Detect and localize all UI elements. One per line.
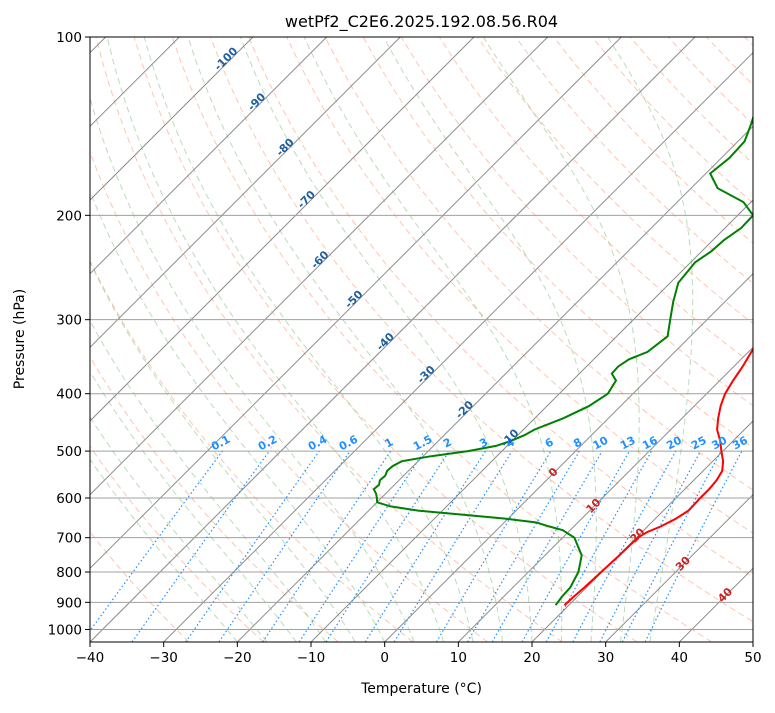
isotherm-label: -80 bbox=[274, 135, 297, 158]
moist-adiabat bbox=[0, 37, 237, 642]
mixing-ratio-line bbox=[365, 451, 485, 642]
mixing-ratio-line bbox=[600, 451, 701, 642]
dry-adiabat-label: 10 bbox=[584, 496, 604, 516]
isotherm-label: -70 bbox=[295, 188, 318, 211]
isotherm bbox=[0, 37, 400, 642]
y-tick-label: 700 bbox=[56, 531, 82, 547]
x-tick-label: −30 bbox=[149, 650, 178, 666]
moist-adiabat bbox=[608, 37, 693, 642]
mixing-ratio-line bbox=[546, 451, 651, 642]
y-tick-label: 600 bbox=[56, 491, 82, 507]
y-tick-label: 200 bbox=[56, 208, 82, 224]
y-tick-label: 1000 bbox=[48, 622, 82, 638]
moist-adiabat bbox=[304, 37, 561, 642]
mixing-ratio-line bbox=[82, 451, 223, 642]
data-lines bbox=[374, 37, 775, 605]
dry-adiabat bbox=[20, 37, 413, 642]
mixing-ratio-label: 30 bbox=[710, 434, 730, 453]
dry-adiabat-label: 0 bbox=[546, 465, 561, 480]
chart-title: wetPf2_C2E6.2025.192.08.56.R04 bbox=[285, 12, 558, 32]
mixing-ratio-label: 13 bbox=[618, 434, 638, 453]
dry-adiabat bbox=[0, 37, 189, 642]
x-tick-label: −10 bbox=[297, 650, 326, 666]
moist-adiabat bbox=[188, 37, 503, 642]
dry-adiabat bbox=[58, 37, 488, 642]
x-tick-label: 20 bbox=[523, 650, 540, 666]
isotherm bbox=[679, 37, 775, 642]
x-tick-label: −40 bbox=[76, 650, 105, 666]
moist-adiabat bbox=[483, 37, 639, 642]
x-tick-label: 30 bbox=[597, 650, 614, 666]
isotherm-label: -100 bbox=[212, 44, 241, 73]
isotherm-label: -40 bbox=[374, 330, 397, 353]
isotherm bbox=[458, 37, 775, 642]
isotherm-label: -30 bbox=[415, 363, 438, 386]
y-tick-label: 300 bbox=[56, 313, 82, 329]
isotherm bbox=[164, 37, 769, 642]
mixing-ratio-line bbox=[573, 451, 676, 642]
dry-adiabat bbox=[516, 37, 775, 642]
isotherm-label: -20 bbox=[453, 398, 476, 421]
isotherm-label: -60 bbox=[308, 248, 331, 271]
dry-adiabat bbox=[0, 37, 264, 642]
x-tick-label: 0 bbox=[380, 650, 389, 666]
x-axis-title: Temperature (°C) bbox=[360, 681, 482, 697]
mixing-ratio-label: 0.4 bbox=[306, 433, 330, 454]
y-axis-title: Pressure (hPa) bbox=[12, 289, 28, 389]
mixing-ratio-label: 0.1 bbox=[209, 433, 232, 454]
dewpoint-profile bbox=[374, 37, 775, 605]
y-tick-label: 500 bbox=[56, 444, 82, 460]
mixing-ratio-line bbox=[522, 451, 629, 642]
mixing-ratio-label: 25 bbox=[689, 434, 709, 453]
moist-adiabat bbox=[23, 37, 356, 642]
mixing-ratio-label: 8 bbox=[571, 435, 584, 450]
mixing-ratio-line bbox=[219, 451, 350, 642]
mixing-ratio-label: 10 bbox=[591, 434, 611, 453]
mixing-ratio-label: 1.5 bbox=[411, 433, 434, 454]
plot-frame bbox=[90, 37, 753, 642]
dry-adiabat bbox=[668, 37, 775, 642]
mixing-ratio-label: 0.2 bbox=[256, 433, 279, 454]
isotherm bbox=[16, 37, 621, 642]
x-tick-label: −20 bbox=[223, 650, 252, 666]
dry-adiabat bbox=[707, 37, 775, 642]
mixing-ratio-label: 16 bbox=[640, 434, 660, 453]
isotherm-label: -90 bbox=[245, 90, 268, 113]
mixing-ratio-line bbox=[299, 451, 424, 642]
x-tick-label: 10 bbox=[450, 650, 467, 666]
y-tick-label: 400 bbox=[56, 387, 82, 403]
isotherm-label: -50 bbox=[342, 288, 365, 311]
x-tick-label: 50 bbox=[744, 650, 761, 666]
y-tick-label: 800 bbox=[56, 565, 82, 581]
dry-adiabat bbox=[0, 37, 338, 642]
y-tick-label: 900 bbox=[56, 595, 82, 611]
isotherm bbox=[0, 37, 327, 642]
mixing-ratio-label: 1 bbox=[383, 435, 396, 450]
moist-adiabat bbox=[144, 37, 473, 642]
mixing-ratio-label: 36 bbox=[730, 434, 750, 453]
dry-adiabat-label: 30 bbox=[673, 553, 693, 573]
mixing-ratio-label: 6 bbox=[543, 435, 556, 450]
isotherm bbox=[753, 37, 775, 642]
dry-adiabat bbox=[592, 37, 775, 642]
dry-adiabat-label: 20 bbox=[628, 525, 648, 545]
isotherm bbox=[0, 37, 474, 642]
y-tick-label: 100 bbox=[56, 30, 82, 46]
x-tick-label: 40 bbox=[671, 650, 688, 666]
mixing-ratio-line bbox=[468, 451, 580, 642]
mixing-ratio-line bbox=[263, 451, 391, 642]
isotherm bbox=[0, 37, 253, 642]
isotherm-label: -10 bbox=[498, 426, 521, 449]
mixing-ratio-line bbox=[326, 451, 449, 642]
mixing-ratio-label: 0.6 bbox=[337, 433, 361, 454]
isotherm bbox=[237, 37, 775, 642]
